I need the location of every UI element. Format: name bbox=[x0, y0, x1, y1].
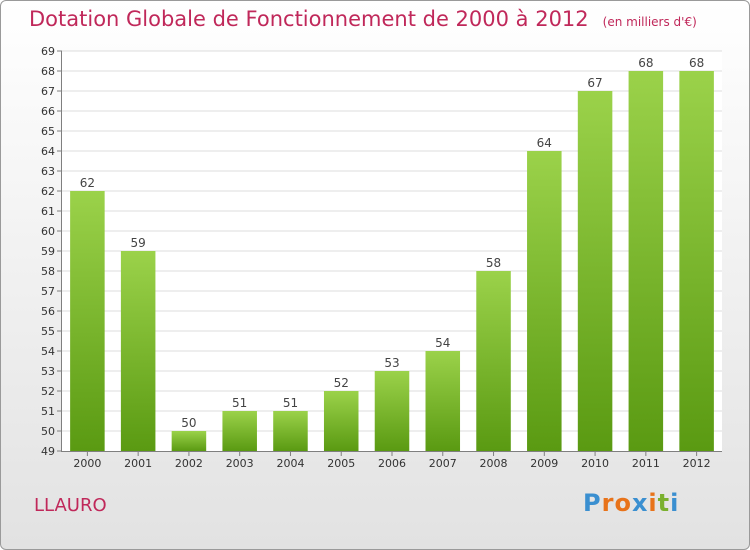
y-tick-label: 64 bbox=[41, 145, 55, 158]
value-label: 58 bbox=[486, 256, 501, 270]
y-tick-labels: 49 50 51 52 53 54 55 56 57 58 59 60 61 62 63 64 65 66 67 68… bbox=[41, 45, 55, 458]
y-tick-label: 57 bbox=[41, 285, 55, 298]
chart-title: Dotation Globale de Fonctionnement de 20… bbox=[29, 7, 589, 31]
y-tick-label: 52 bbox=[41, 385, 55, 398]
value-label: 52 bbox=[334, 376, 349, 390]
x-tick-label: 2007 bbox=[429, 457, 457, 470]
y-tick-label: 53 bbox=[41, 365, 55, 378]
logo-letter: i bbox=[648, 489, 658, 517]
x-tick-label: 2003 bbox=[226, 457, 254, 470]
x-tick-label: 2002 bbox=[175, 457, 203, 470]
y-tick-label: 55 bbox=[41, 325, 55, 338]
bar bbox=[628, 71, 664, 451]
bar bbox=[171, 431, 207, 451]
chart-title-block: Dotation Globale de Fonctionnement de 20… bbox=[29, 7, 697, 31]
value-label: 64 bbox=[537, 136, 552, 150]
y-tick-label: 61 bbox=[41, 205, 55, 218]
value-label: 53 bbox=[384, 356, 399, 370]
y-tick-label: 54 bbox=[41, 345, 55, 358]
y-tick-label: 51 bbox=[41, 405, 55, 418]
value-label: 50 bbox=[181, 416, 196, 430]
proxiti-logo: Proxiti bbox=[583, 489, 679, 517]
y-tick-label: 67 bbox=[41, 85, 55, 98]
y-tick-label: 68 bbox=[41, 65, 55, 78]
x-tick-label: 2012 bbox=[683, 457, 711, 470]
bar bbox=[323, 391, 359, 451]
value-label: 68 bbox=[638, 56, 653, 70]
value-label: 59 bbox=[131, 236, 146, 250]
y-tick-label: 62 bbox=[41, 185, 55, 198]
x-tick-label: 2010 bbox=[581, 457, 609, 470]
bars bbox=[70, 71, 714, 451]
y-tick-label: 56 bbox=[41, 305, 55, 318]
logo-letter: i bbox=[670, 489, 680, 517]
x-tick-label: 2008 bbox=[480, 457, 508, 470]
value-label: 51 bbox=[232, 396, 247, 410]
value-label: 51 bbox=[283, 396, 298, 410]
x-tick-label: 2011 bbox=[632, 457, 660, 470]
y-tick-label: 58 bbox=[41, 265, 55, 278]
unit-note: (en milliers d'€) bbox=[602, 15, 697, 29]
y-tick-label: 49 bbox=[41, 445, 55, 458]
x-tick-label: 2005 bbox=[327, 457, 355, 470]
y-tick-label: 66 bbox=[41, 105, 55, 118]
bar bbox=[527, 151, 562, 451]
bar bbox=[273, 411, 308, 451]
value-label: 54 bbox=[435, 336, 450, 350]
y-tick-label: 50 bbox=[41, 425, 55, 438]
bar bbox=[222, 411, 257, 451]
value-label: 68 bbox=[689, 56, 704, 70]
x-tick-label: 2000 bbox=[73, 457, 101, 470]
x-tick-label: 2006 bbox=[378, 457, 406, 470]
bar bbox=[374, 371, 410, 451]
bar bbox=[70, 191, 105, 451]
bar bbox=[577, 91, 613, 451]
x-tick-labels: 2000 2001 2002 2003 2004 2005 2006 2007 2008 2009… bbox=[73, 451, 711, 470]
logo-letter: t bbox=[657, 489, 671, 517]
commune-name: LLAURO bbox=[34, 495, 107, 516]
y-tick-label: 59 bbox=[41, 245, 55, 258]
y-tick-label: 63 bbox=[41, 165, 55, 178]
value-labels: 62 59 50 51 51 52 53 54 58 64 67 68 68 bbox=[80, 56, 705, 430]
value-label: 62 bbox=[80, 176, 95, 190]
bar bbox=[425, 351, 461, 451]
logo-letter: r bbox=[601, 489, 615, 517]
x-tick-label: 2004 bbox=[276, 457, 304, 470]
logo-letter: o bbox=[614, 489, 632, 517]
y-tick-label: 69 bbox=[41, 45, 55, 58]
plot-area: 49 50 51 52 53 54 55 56 57 58 59 60 61 62 63 64 65 66 67 68… bbox=[41, 45, 722, 470]
y-tick-label: 60 bbox=[41, 225, 55, 238]
bar bbox=[476, 271, 511, 451]
bar bbox=[679, 71, 714, 451]
x-tick-label: 2001 bbox=[124, 457, 152, 470]
bar bbox=[120, 251, 156, 451]
logo-letter: P bbox=[583, 489, 602, 517]
y-tick-label: 65 bbox=[41, 125, 55, 138]
logo-letter: x bbox=[631, 489, 649, 517]
x-tick-label: 2009 bbox=[530, 457, 558, 470]
value-label: 67 bbox=[587, 76, 602, 90]
bar-chart: 49 50 51 52 53 54 55 56 57 58 59 60 61 62 63 64 65 66 67 68… bbox=[41, 45, 722, 470]
